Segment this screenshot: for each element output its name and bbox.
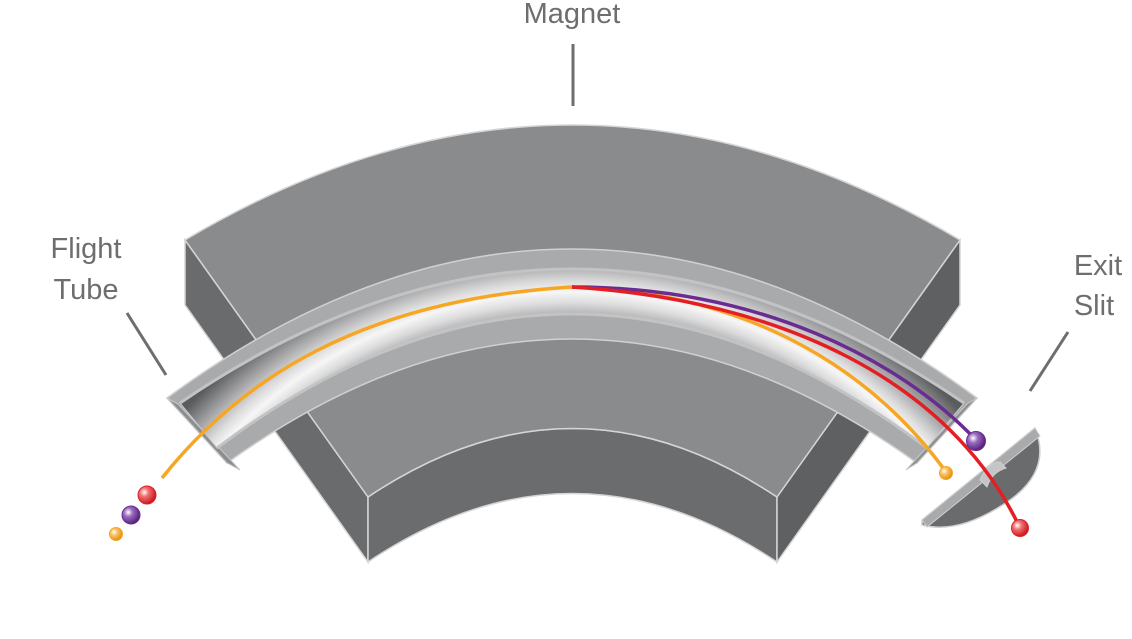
flight-tube-right-end	[905, 397, 978, 471]
exit-slit-label-line1: Exit	[1074, 250, 1122, 282]
flight-tube-outer-lip	[179, 267, 965, 405]
purple-ion	[121, 505, 141, 525]
orange-ion	[109, 527, 123, 541]
exit-slit-label-line2: Slit	[1074, 290, 1114, 322]
flight-tube-label-line2: Tube	[53, 274, 118, 306]
red-ion-path	[571, 285, 1022, 529]
labels: Magnet Flight Tube Exit Slit	[51, 0, 1122, 392]
red-ion	[137, 485, 157, 505]
ions	[109, 431, 1029, 541]
red-ion-exit	[1011, 519, 1029, 537]
purple-ion-path	[571, 285, 978, 442]
ion-paths	[160, 285, 1022, 529]
flight-tube-label-line1: Flight	[51, 233, 122, 265]
flight-tube-leader-line	[125, 312, 168, 376]
flight-tube-inner-lip	[216, 312, 928, 450]
magnet-label: Magnet	[524, 0, 621, 30]
orange-ion-exit	[939, 466, 953, 480]
exit-slit-leader-line	[1028, 331, 1070, 392]
purple-ion-exit	[966, 431, 986, 451]
